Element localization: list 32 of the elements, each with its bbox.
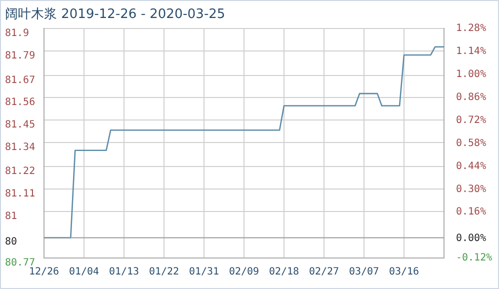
y2-tick-label: 0.86% [456,92,486,104]
x-tick-label: 01/04 [68,266,100,278]
y2-tick-label: 0.72% [456,114,486,126]
x-tick-label: 01/13 [108,266,140,278]
y-tick-label: 81.11 [5,188,36,200]
y-tick-label: 81.56 [5,97,36,108]
x-tick-label: 02/18 [268,266,300,278]
x-tick-label: 02/27 [308,266,340,278]
text: 80 [5,236,18,248]
chart-title: 阔叶木浆 2019-12-26 - 2020-03-25 [5,7,226,22]
y-tick-label: 81.45 [5,120,36,131]
y2-tick-label: 1.00% [456,69,486,80]
y2-tick-label: -0.12% [456,252,492,264]
y-tick-label: 81.67 [5,74,36,86]
y2-tick-label: 0.44% [456,160,486,172]
x-tick-label: 01/31 [188,266,220,278]
x-tick-label: 01/22 [148,266,180,278]
x-tick-label: 02/09 [228,266,260,278]
y2-tick-label: 0.58% [456,138,486,149]
x-tick-label: 03/07 [348,266,380,278]
y-tick-label: 81 [5,210,18,222]
y-tick-label: 81.9 [5,28,30,40]
y2-tick-label: 1.14% [456,46,486,58]
y-tick-label: 81.22 [5,166,36,178]
y2-tick-label: 0.30% [456,184,486,195]
y2-tick-label: 0.00% [456,232,486,244]
x-tick-label: 12/26 [28,266,60,278]
y-tick-label: 81.79 [5,50,36,62]
y2-tick-label: 1.28% [456,23,486,34]
y-tick-label: 81.34 [5,142,36,153]
x-tick-label: 03/16 [388,266,420,278]
y2-tick-label: 0.16% [456,206,486,218]
